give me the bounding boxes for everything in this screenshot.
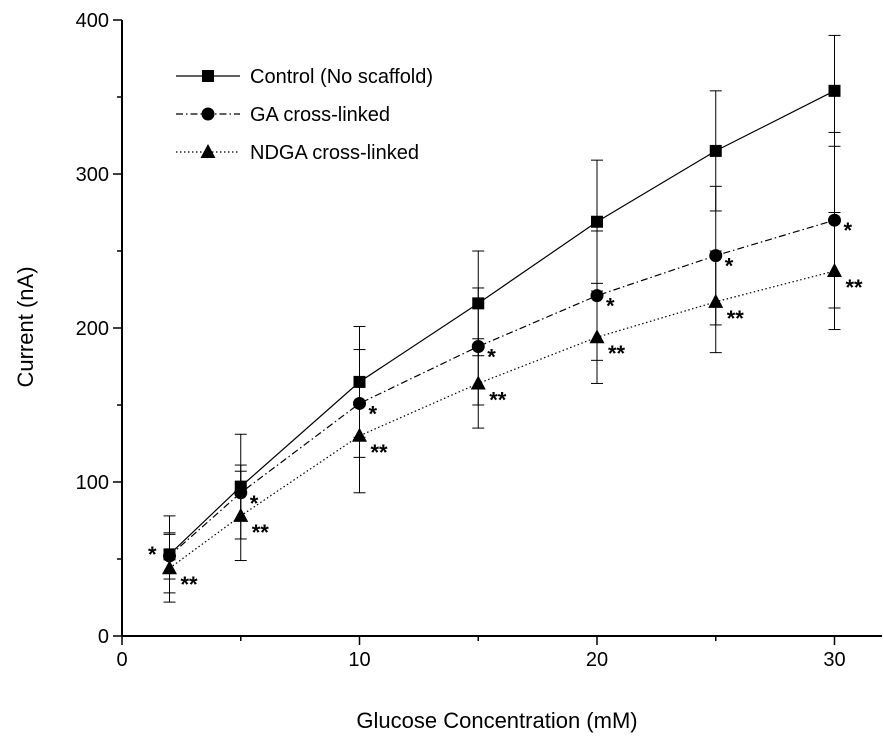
y-tick-label: 200 xyxy=(76,318,109,340)
legend-item: GA cross-linked xyxy=(176,104,390,126)
significance-label: ** xyxy=(371,440,389,465)
x-tick-label: 0 xyxy=(116,649,127,671)
triangle-marker xyxy=(352,427,367,442)
square-marker xyxy=(591,215,603,228)
series-3: ************** xyxy=(162,212,864,603)
x-tick-label: 20 xyxy=(586,649,608,671)
y-tick-label: 400 xyxy=(76,10,109,32)
legend-label: Control (No scaffold) xyxy=(250,66,433,88)
y-axis-title: Current (nA) xyxy=(13,266,38,387)
significance-label: * xyxy=(606,294,615,319)
y-tick-label: 300 xyxy=(76,164,109,186)
legend-label: NDGA cross-linked xyxy=(250,142,419,164)
series-2: ******* xyxy=(148,131,853,580)
significance-label: ** xyxy=(489,387,507,412)
y-tick-label: 0 xyxy=(98,626,109,648)
square-marker xyxy=(709,144,722,157)
series-layer: ********************* xyxy=(148,34,864,603)
circle-marker xyxy=(201,107,215,121)
legend: Control (No scaffold) GA cross-linked NDGA… xyxy=(176,66,433,164)
legend-item: NDGA cross-linked xyxy=(176,142,419,164)
legend-label: GA cross-linked xyxy=(250,104,390,126)
x-tick-label: 30 xyxy=(823,649,845,671)
significance-label: ** xyxy=(727,306,745,331)
significance-label: * xyxy=(148,542,157,567)
significance-label: * xyxy=(369,401,378,426)
x-tick-label: 10 xyxy=(348,649,370,671)
significance-label: * xyxy=(250,491,259,516)
triangle-marker xyxy=(589,329,605,344)
significance-label: * xyxy=(844,218,853,243)
square-marker xyxy=(202,70,214,82)
square-marker xyxy=(828,84,841,97)
triangle-marker xyxy=(470,375,486,390)
significance-label: ** xyxy=(846,275,864,300)
triangle-marker xyxy=(827,263,842,278)
x-axis-title: Glucose Concentration (mM) xyxy=(356,708,637,733)
triangle-marker xyxy=(708,293,724,308)
significance-label: ** xyxy=(181,572,199,597)
triangle-marker xyxy=(233,507,249,522)
significance-label: * xyxy=(487,344,496,369)
triangle-marker xyxy=(162,560,177,575)
significance-label: ** xyxy=(608,341,626,366)
significance-label: ** xyxy=(252,520,270,545)
triangle-marker xyxy=(200,144,216,158)
legend-item: Control (No scaffold) xyxy=(176,66,433,88)
y-tick-label: 100 xyxy=(76,472,109,494)
significance-label: * xyxy=(725,254,734,279)
